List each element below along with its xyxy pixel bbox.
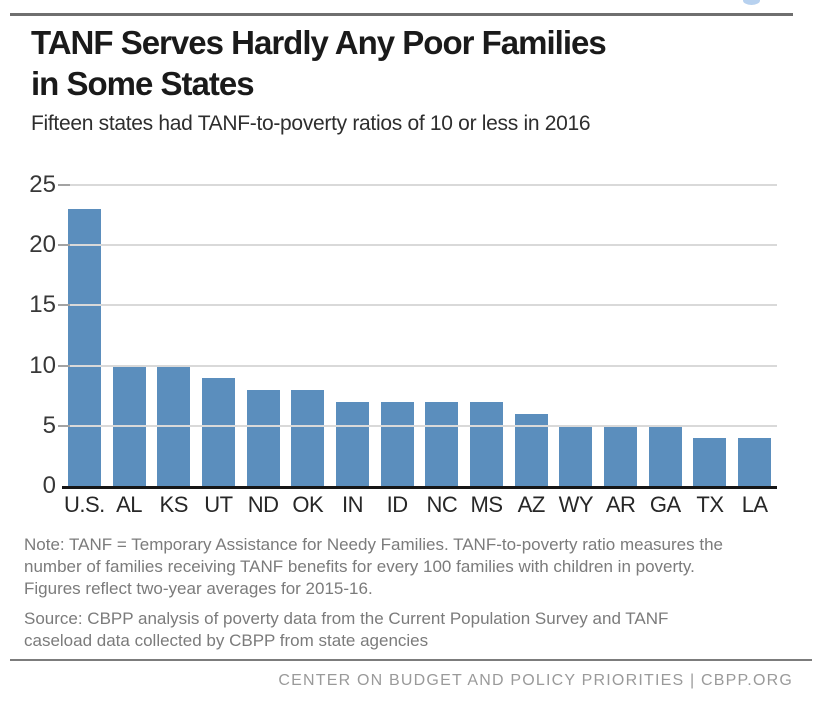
x-axis-line xyxy=(62,486,777,489)
x-tick-label-AR: AR xyxy=(605,492,636,517)
page-title-line2: in Some States xyxy=(31,65,255,102)
bar-slot xyxy=(196,377,241,486)
bar-slot xyxy=(688,437,733,486)
note-line: Note: TANF = Temporary Assistance for Ne… xyxy=(24,535,723,554)
y-tick-label-25: 25 xyxy=(29,171,56,198)
gridline-10 xyxy=(62,364,777,367)
y-tick-15 xyxy=(58,304,70,307)
bar-AR xyxy=(604,425,638,486)
bar-UT xyxy=(201,377,235,486)
bar-LA xyxy=(738,437,772,486)
page-title-line1: TANF Serves Hardly Any Poor Families xyxy=(31,24,607,61)
x-axis-labels: U.S. AL KS UT ND OK IN ID NC MS AZ WY AR GA TX LA xyxy=(62,492,777,518)
bar-slot xyxy=(285,389,330,486)
bar-ND xyxy=(246,389,280,486)
x-tick-label-UT: UT xyxy=(204,492,233,517)
bar-slot xyxy=(554,425,599,486)
plot-area xyxy=(58,184,777,489)
y-tick-label-5: 5 xyxy=(42,411,56,439)
bar-slot xyxy=(420,401,465,486)
note-text: Note: TANF = Temporary Assistance for Ne… xyxy=(24,534,723,600)
x-tick-label-WY: WY xyxy=(558,492,594,517)
bar-slot xyxy=(375,401,420,486)
y-tick-label-15: 15 xyxy=(29,291,56,319)
page-title: TANF Serves Hardly Any Poor Families in … xyxy=(31,22,607,104)
x-tick-label-OK: OK xyxy=(292,492,324,517)
x-tick-label-AL: AL xyxy=(116,492,142,517)
bar-slot xyxy=(732,437,777,486)
note-line: number of families receiving TANF benefi… xyxy=(24,557,695,576)
source-text: Source: CBPP analysis of poverty data fr… xyxy=(24,608,668,652)
y-tick-10 xyxy=(58,364,70,367)
bar-series xyxy=(62,185,777,486)
bar-slot xyxy=(330,401,375,486)
bar-NC xyxy=(425,401,459,486)
y-tick-5 xyxy=(58,424,70,427)
bar-MS xyxy=(470,401,504,486)
x-tick-label-US: U.S. xyxy=(63,492,105,517)
gridline-25 xyxy=(62,184,777,186)
bar-slot xyxy=(464,401,509,486)
bar-IN xyxy=(335,401,369,486)
x-tick-label-TX: TX xyxy=(696,492,724,517)
bar-TX xyxy=(693,437,727,486)
bar-WY xyxy=(559,425,593,486)
y-tick-20 xyxy=(58,244,70,247)
y-tick-label-0: 0 xyxy=(42,472,56,499)
footer-attribution: CENTER ON BUDGET AND POLICY PRIORITIES |… xyxy=(278,672,793,689)
bar-GA xyxy=(648,425,682,486)
bar-slot xyxy=(643,425,688,486)
source-line: Source: CBPP analysis of poverty data fr… xyxy=(24,609,669,628)
x-tick-label-AZ: AZ xyxy=(517,492,546,517)
x-tick-label-NC: NC xyxy=(426,492,458,517)
source-line: caseload data collected by CBPP from sta… xyxy=(24,631,429,650)
y-tick-label-10: 10 xyxy=(29,351,56,379)
chart-subtitle: Fifteen states had TANF-to-poverty ratio… xyxy=(31,112,591,135)
x-tick-label-KS: KS xyxy=(159,492,189,517)
bar-US xyxy=(67,209,101,486)
y-tick-25 xyxy=(58,184,70,186)
gridline-20 xyxy=(62,244,777,247)
x-tick-label-IN: IN xyxy=(341,492,363,517)
bar-slot xyxy=(62,209,107,486)
cropped-blue-icon xyxy=(743,0,760,5)
x-tick-label-GA: GA xyxy=(649,492,681,517)
bar-OK xyxy=(291,389,325,486)
x-tick-label-ID: ID xyxy=(386,492,408,517)
gridline-15 xyxy=(62,304,777,307)
x-tick-label-MS: MS xyxy=(470,492,503,517)
bar-ID xyxy=(380,401,414,486)
top-divider xyxy=(10,13,793,16)
bar-slot xyxy=(241,389,286,486)
note-line: Figures reflect two-year averages for 20… xyxy=(24,579,373,598)
bottom-divider xyxy=(10,659,812,661)
y-axis: 0 5 10 15 20 25 xyxy=(0,171,56,499)
y-tick-label-20: 20 xyxy=(29,231,56,259)
x-tick-label-ND: ND xyxy=(247,492,279,517)
gridline-5 xyxy=(62,424,777,427)
x-tick-label-LA: LA xyxy=(741,492,768,517)
bar-slot xyxy=(598,425,643,486)
